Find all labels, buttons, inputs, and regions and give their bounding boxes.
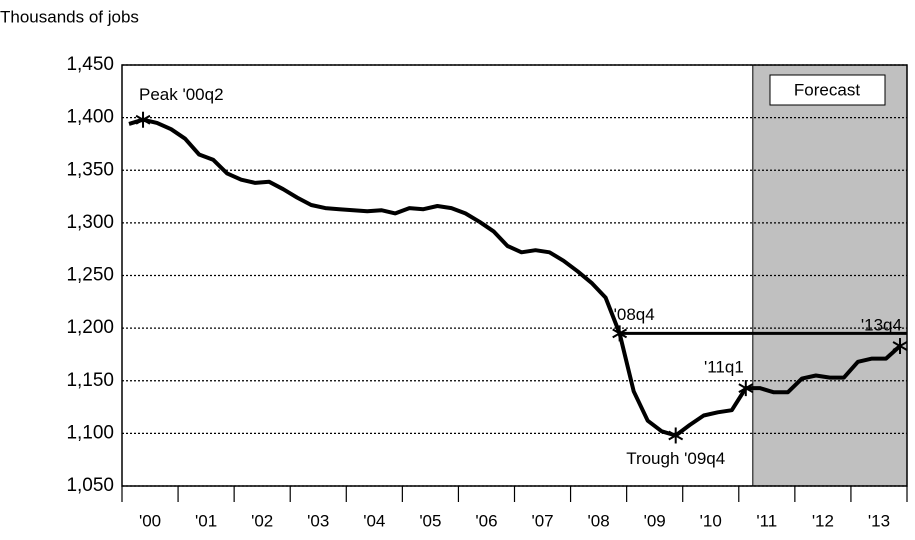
x-tick-label: '06 — [475, 511, 497, 530]
x-tick-label: '12 — [812, 511, 834, 530]
asterisk-stroke — [135, 114, 151, 125]
y-tick-label: 1,350 — [66, 159, 114, 180]
annotation-marker — [612, 325, 628, 342]
x-tick-label: '04 — [363, 511, 385, 530]
asterisk-stroke — [668, 430, 684, 441]
x-tick-label: '11 — [756, 511, 777, 530]
y-tick-label: 1,050 — [66, 475, 114, 496]
y-tick-label: 1,150 — [66, 370, 114, 391]
plot-border — [121, 64, 908, 487]
y-tick-label: 1,400 — [66, 107, 114, 128]
x-tick-label: '03 — [307, 511, 329, 530]
y-axis-title: Thousands of jobs — [0, 7, 139, 26]
x-tick-label: '00 — [139, 511, 161, 530]
annotation-label: Peak '00q2 — [139, 85, 224, 104]
annotation-marker — [135, 111, 151, 128]
x-tick-label: '05 — [419, 511, 441, 530]
annotation-label: '13q4 — [861, 316, 902, 335]
asterisk-stroke — [892, 341, 908, 351]
y-tick-label: 1,100 — [66, 422, 114, 443]
annotation-marker — [738, 380, 754, 397]
series-line — [128, 117, 902, 438]
annotation-label: Trough '09q4 — [626, 449, 725, 468]
y-tick-label: 1,300 — [66, 212, 114, 233]
annotation-marker — [668, 427, 684, 444]
y-tick-label: 1,200 — [66, 317, 114, 338]
asterisk-stroke — [612, 328, 628, 339]
y-tick-label: 1,450 — [66, 54, 114, 75]
forecast-label: Forecast — [794, 80, 860, 99]
x-tick-label: '10 — [700, 511, 722, 530]
x-tick-label: '13 — [868, 511, 890, 530]
forecast-label-box — [769, 74, 886, 106]
x-tick-label: '09 — [644, 511, 666, 530]
y-tick-label: 1,250 — [66, 265, 114, 286]
annotation-marker — [892, 338, 908, 355]
x-tick-label: '01 — [195, 511, 217, 530]
annotation-label: '08q4 — [614, 305, 655, 324]
annotation-label: '11q1 — [704, 358, 744, 377]
x-tick-label: '07 — [531, 511, 553, 530]
x-tick-label: '08 — [588, 511, 610, 530]
asterisk-stroke — [738, 383, 754, 393]
x-tick-label: '02 — [251, 511, 273, 530]
